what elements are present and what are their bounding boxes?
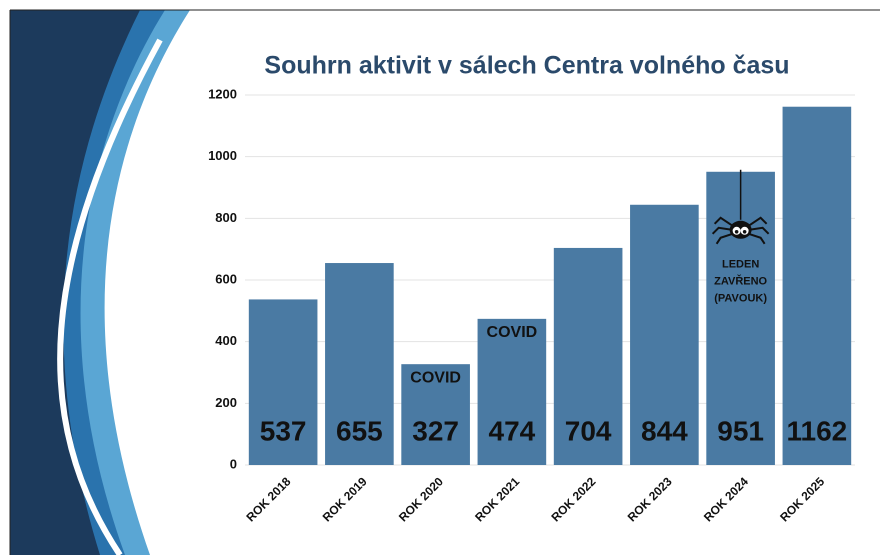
bar xyxy=(783,107,852,465)
value-label: 327 xyxy=(412,415,459,446)
annotation: ZAVŘENO xyxy=(714,275,767,288)
chart-title: Souhrn aktivit v sálech Centra volného č… xyxy=(264,52,789,80)
chart: Souhrn aktivit v sálech Centra volného č… xyxy=(0,0,880,555)
value-label: 704 xyxy=(565,415,612,446)
y-tick-label: 200 xyxy=(215,395,237,410)
annotation: (PAVOUK) xyxy=(714,293,767,305)
value-label: 474 xyxy=(489,415,536,446)
value-label: 951 xyxy=(717,415,764,446)
y-tick-label: 600 xyxy=(215,271,237,286)
annotation: LEDEN xyxy=(722,259,759,271)
y-tick-label: 0 xyxy=(230,456,237,471)
y-tick-label: 1200 xyxy=(208,86,237,101)
y-tick-label: 800 xyxy=(215,210,237,225)
annotation: COVID xyxy=(487,324,538,341)
y-tick-label: 1000 xyxy=(208,148,237,163)
annotation: COVID xyxy=(410,369,461,386)
y-tick-label: 400 xyxy=(215,333,237,348)
value-label: 844 xyxy=(641,415,688,446)
value-label: 1162 xyxy=(787,415,848,446)
value-label: 537 xyxy=(260,415,307,446)
value-label: 655 xyxy=(336,415,383,446)
